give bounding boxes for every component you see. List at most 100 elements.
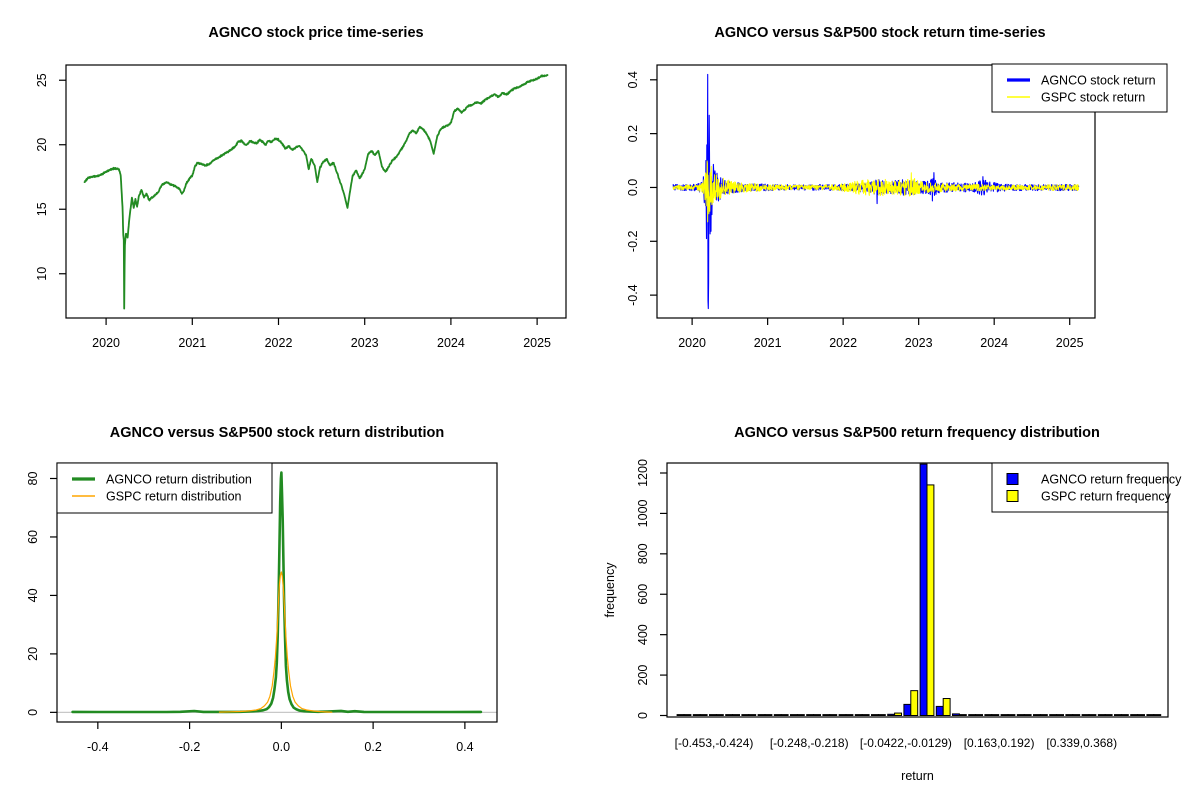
gspc-frequency-bar — [1056, 714, 1065, 717]
gspc-frequency-bar — [926, 484, 935, 717]
legend-label: GSPC return frequency — [1041, 490, 1172, 504]
agnco-frequency-bar — [773, 714, 782, 717]
gspc-frequency-bar — [1039, 714, 1048, 717]
x-tick-label: 0.2 — [364, 740, 381, 754]
y-tick-label: 80 — [26, 471, 40, 485]
x-tick-label: 2021 — [754, 336, 782, 350]
agnco-frequency-bar — [1130, 714, 1139, 717]
x-bin-label: [-0.248,-0.218) — [770, 736, 849, 750]
agnco-frequency-bar — [1049, 714, 1058, 717]
chart-title: AGNCO stock price time-series — [208, 25, 423, 41]
gspc-frequency-bar — [845, 714, 854, 717]
agnco-frequency-bar — [741, 714, 750, 717]
x-tick-label: -0.4 — [87, 740, 109, 754]
agnco-frequency-bar — [790, 714, 798, 717]
price-time-series-panel: AGNCO stock price time-series 2020 2021 20… — [35, 25, 567, 350]
y-tick-label: 1200 — [636, 459, 650, 487]
agnco-frequency-bar — [935, 705, 944, 717]
agnco-frequency-bar — [871, 714, 879, 717]
legend: AGNCO stock return GSPC stock return — [991, 63, 1168, 113]
gspc-frequency-bar — [1088, 714, 1097, 717]
agnco-frequency-bar — [838, 714, 847, 717]
return-frequency-plot: [-0.453,-0.424) [-0.248,-0.218) [-0.0422,-… — [603, 459, 1182, 783]
x-tick-label: 2025 — [1056, 336, 1084, 350]
legend: AGNCO return distribution GSPC return dis… — [56, 462, 273, 514]
legend-label: AGNCO return frequency — [1041, 473, 1182, 487]
gspc-frequency-bar — [796, 714, 805, 717]
gspc-frequency-bar — [910, 690, 919, 717]
chart-title: AGNCO versus S&P500 stock return distrib… — [110, 425, 444, 441]
agnco-frequency-bar — [757, 714, 766, 717]
y-tick-label: 1000 — [636, 499, 650, 527]
gspc-frequency-bar — [1137, 714, 1145, 717]
y-tick-label: 40 — [26, 588, 40, 602]
agnco-frequency-bar — [984, 714, 993, 717]
x-tick-label: 2025 — [523, 336, 551, 350]
agnco-frequency-bar — [692, 714, 701, 717]
y-tick-label: 0 — [26, 709, 40, 716]
gspc-frequency-bar — [764, 714, 773, 717]
x-tick-label: 2024 — [980, 336, 1008, 350]
x-bin-label: [0.163,0.192) — [964, 736, 1035, 750]
gspc-frequency-bar — [748, 714, 757, 717]
y-tick-label: 20 — [35, 138, 49, 152]
agnco-frequency-bar — [1065, 714, 1074, 717]
y-tick-label: 0.0 — [626, 179, 640, 196]
agnco-frequency-bar — [1033, 714, 1041, 717]
x-tick-label: 0.4 — [456, 740, 473, 754]
x-bin-label: [0.339,0.368) — [1046, 736, 1117, 750]
agnco-frequency-bar — [919, 463, 928, 716]
plot-box — [56, 462, 498, 723]
plot-area — [676, 463, 1162, 717]
plot-box — [666, 462, 1169, 718]
gspc-frequency-bar — [1007, 714, 1016, 717]
x-tick-label: 2023 — [351, 336, 379, 350]
plot-area — [57, 471, 497, 714]
legend-box — [991, 63, 1168, 113]
agnco-frequency-bar — [1097, 714, 1106, 717]
x-bin-label: [-0.0422,-0.0129) — [860, 736, 952, 750]
x-axis-label: return — [901, 769, 934, 783]
agnco-stock-price-line — [83, 74, 549, 310]
agnco-frequency-bar — [1016, 714, 1025, 717]
agnco-frequency-bar — [887, 713, 896, 716]
return-distribution-plot: -0.4 -0.2 0.0 0.2 0.4 0 20 40 60 80 AGNCO return d… — [26, 462, 498, 754]
gspc-frequency-bar — [699, 714, 708, 717]
x-tick-label: 2024 — [437, 336, 465, 350]
x-tick-label: 2021 — [178, 336, 206, 350]
agnco-frequency-bar — [725, 714, 734, 717]
legend-box — [56, 462, 273, 514]
plot-area — [672, 73, 1080, 310]
y-tick-label: 60 — [26, 530, 40, 544]
x-bin-label: [-0.453,-0.424) — [675, 736, 754, 750]
return-time-series-plot: 2020 2021 2022 2023 2024 2025 -0.4 -0.2 0.0 0.2 0.… — [626, 63, 1168, 350]
gspc-frequency-bar — [813, 714, 822, 717]
gspc-frequency-bar — [877, 714, 886, 717]
legend-label: AGNCO return distribution — [106, 473, 252, 487]
y-tick-label: 600 — [636, 584, 650, 605]
chart-title: AGNCO versus S&P500 stock return time-se… — [714, 25, 1045, 41]
x-tick-label: 2022 — [829, 336, 857, 350]
agnco-frequency-bar — [676, 714, 685, 717]
gspc-frequency-bar — [1153, 714, 1162, 717]
y-tick-label: 0 — [636, 712, 650, 719]
agnco-frequency-bar — [1000, 714, 1009, 717]
agnco-frequency-bar — [1114, 714, 1122, 717]
y-tick-label: 0.2 — [626, 125, 640, 142]
agnco-frequency-bar — [709, 714, 717, 717]
return-frequency-panel: AGNCO versus S&P500 return frequency dis… — [603, 425, 1182, 783]
gspc-frequency-bar — [683, 714, 692, 717]
y-tick-label: 20 — [26, 647, 40, 661]
y-tick-label: 800 — [636, 543, 650, 564]
return-distribution-panel: AGNCO versus S&P500 stock return distrib… — [26, 425, 498, 754]
y-tick-label: 10 — [35, 267, 49, 281]
gspc-frequency-bar — [780, 714, 789, 717]
gspc-return-distribution-line — [218, 571, 333, 713]
agnco-frequency-bar — [968, 714, 977, 717]
x-tick-label: 2020 — [92, 336, 120, 350]
gspc-frequency-bar — [1023, 714, 1032, 717]
legend: AGNCO return frequency GSPC return freque… — [991, 462, 1182, 513]
gspc-frequency-bar — [942, 698, 951, 717]
legend-box — [991, 462, 1169, 513]
